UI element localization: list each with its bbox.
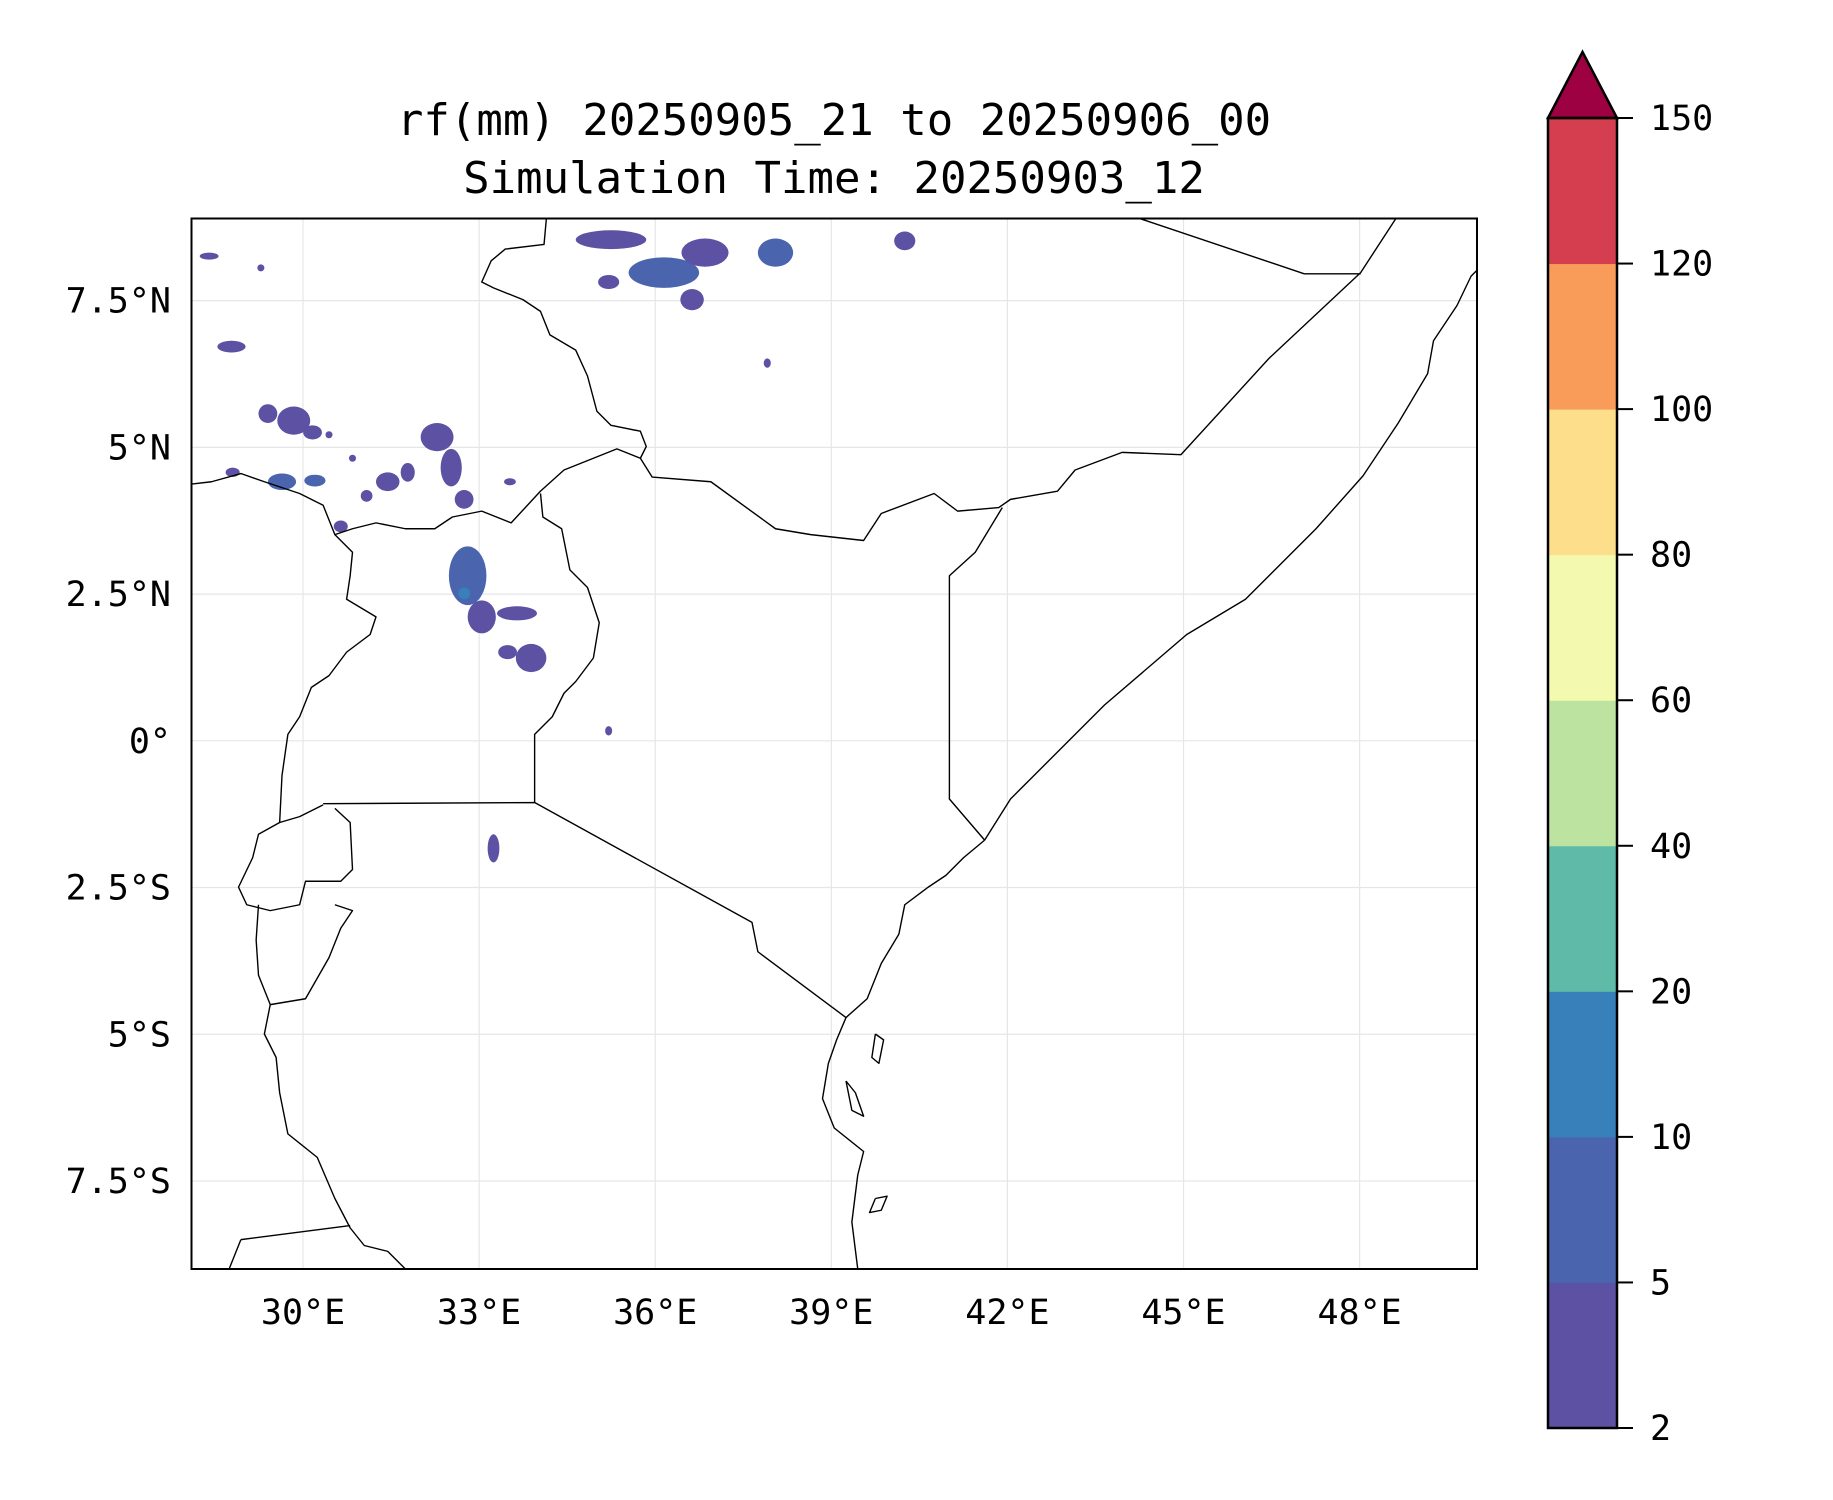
x-axis-ticks: 30°E 33°E 36°E 39°E 42°E 45°E 48°E: [261, 1293, 1402, 1333]
colorbar-tick-label: 150: [1650, 99, 1713, 139]
y-axis-ticks: 7.5°N 5°N 2.5°N 0° 2.5°S 5°S 7.5°S: [66, 282, 171, 1202]
y-tick-label: 2.5°N: [66, 575, 171, 615]
colorbar-band: [1548, 118, 1617, 265]
y-tick-label: 7.5°N: [66, 282, 171, 322]
map-axes-frame: [190, 217, 1478, 1270]
y-tick-label: 7.5°S: [66, 1162, 171, 1202]
rainfall-cell: [763, 358, 771, 368]
rainfall-cell: [376, 472, 400, 492]
rainfall-field: [199, 230, 916, 863]
colorbar-tick-label: 20: [1650, 972, 1692, 1012]
rainfall-cell: [628, 257, 700, 288]
rainfall-cell: [504, 478, 516, 486]
y-tick-label: 2.5°S: [66, 869, 171, 909]
colorbar-band: [1548, 991, 1617, 1138]
rainfall-cell: [467, 600, 496, 634]
colorbar-tick-label: 60: [1650, 681, 1692, 721]
rainfall-cell: [348, 454, 357, 462]
colorbar-band: [1548, 263, 1617, 410]
boundary-line: [845, 1080, 865, 1117]
colorbar: 2 5 10 20 40 60 80 100 120 150: [1545, 49, 1713, 1449]
boundary-line: [821, 839, 986, 1270]
colorbar-tick-label: 10: [1650, 1118, 1692, 1158]
rainfall-cell: [487, 834, 500, 863]
y-tick-label: 0°: [129, 722, 171, 762]
boundary-line: [1139, 217, 1361, 275]
rainfall-cell: [217, 340, 246, 353]
title-line-1: rf(mm) 20250905_21 to 20250906_00: [397, 95, 1271, 146]
rainfall-cell: [448, 546, 487, 606]
colorbar-extend-arrow: [1545, 49, 1620, 120]
boundary-line: [868, 1195, 888, 1214]
x-tick-label: 45°E: [1141, 1293, 1225, 1333]
rainfall-cell: [598, 274, 620, 290]
boundary-line: [263, 1004, 406, 1270]
rainfall-cell: [440, 448, 462, 487]
x-tick-label: 36°E: [613, 1293, 697, 1333]
rainfall-cell: [458, 587, 470, 600]
boundary-line: [871, 1033, 885, 1065]
boundary-line: [237, 807, 354, 912]
rainfall-cell: [681, 238, 729, 267]
boundary-line: [323, 801, 847, 1019]
rainfall-cell: [258, 404, 278, 423]
boundary-line: [533, 493, 600, 803]
colorbar-tick-label: 80: [1650, 536, 1692, 576]
rainfall-cell: [333, 520, 348, 533]
colorbar-tick-label: 100: [1650, 390, 1713, 430]
y-tick-label: 5°N: [108, 428, 171, 468]
rainfall-cell: [575, 230, 647, 250]
boundary-line: [240, 1224, 351, 1241]
colorbar-band: [1548, 700, 1617, 847]
boundary-line: [948, 507, 1003, 841]
colorbar-tick-label: 2: [1650, 1409, 1671, 1449]
colorbar-tick-label: 120: [1650, 245, 1713, 285]
colorbar-band: [1548, 1282, 1617, 1429]
rainfall-cell: [497, 606, 537, 621]
rainfall-cell: [757, 238, 794, 267]
rainfall-cell: [515, 643, 547, 673]
rainfall-cell: [894, 231, 916, 251]
x-tick-label: 30°E: [261, 1293, 345, 1333]
x-tick-label: 39°E: [789, 1293, 873, 1333]
colorbar-tick-label: 40: [1650, 827, 1692, 867]
colorbar-band: [1548, 1136, 1617, 1283]
boundary-line: [191, 448, 641, 536]
x-tick-label: 33°E: [437, 1293, 521, 1333]
colorbar-tick-label: 5: [1650, 1263, 1671, 1303]
rainfall-cell: [400, 462, 415, 482]
boundary-line: [255, 904, 354, 1006]
rainfall-cell: [454, 489, 474, 509]
rainfall-cell: [325, 431, 333, 439]
colorbar-band: [1548, 554, 1617, 701]
colorbar-band: [1548, 409, 1617, 556]
gridlines: [191, 218, 1477, 1269]
y-tick-label: 5°S: [108, 1015, 171, 1055]
rainfall-cell: [680, 289, 704, 311]
colorbar-frame: [1546, 116, 1619, 1430]
rainfall-cell: [498, 645, 517, 660]
rainfall-cell: [304, 474, 326, 487]
title-line-2: Simulation Time: 20250903_12: [463, 153, 1205, 204]
boundary-line: [984, 269, 1478, 841]
rainfall-cell: [303, 425, 322, 440]
rainfall-cell: [605, 726, 613, 736]
rainfall-cell: [199, 252, 219, 260]
rainfall-cell: [257, 264, 265, 272]
rainfall-cell: [360, 489, 373, 502]
boundary-line: [278, 534, 377, 824]
boundary-line: [481, 218, 1397, 542]
boundary-line: [228, 1239, 242, 1270]
rainfall-cell: [277, 406, 311, 435]
colorbar-band: [1548, 845, 1617, 992]
country-borders-and-coastlines: [191, 217, 1478, 1270]
rainfall-cell: [420, 423, 454, 452]
x-tick-label: 48°E: [1317, 1293, 1401, 1333]
x-tick-label: 42°E: [965, 1293, 1049, 1333]
